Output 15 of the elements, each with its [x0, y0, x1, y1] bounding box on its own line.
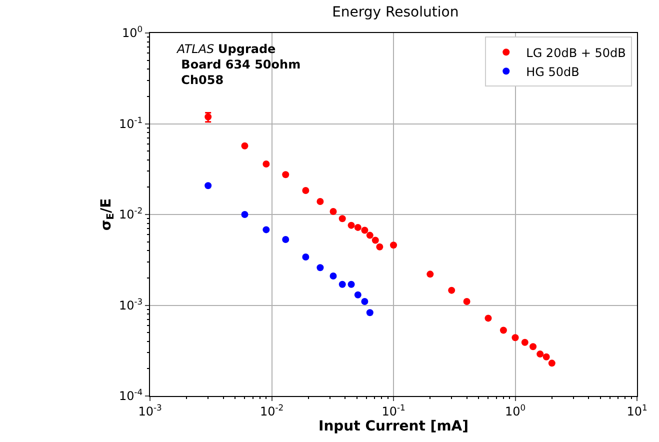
y-tick-label: 10$^{-1}$	[118, 114, 143, 131]
x-tick-label: 10$^{1}$	[626, 402, 648, 418]
annotation: ATLAS Upgrade Board 634 50ohm Ch058	[176, 42, 301, 88]
chart-title: Energy Resolution	[332, 4, 459, 20]
x-tick-label: 10$^{-1}$	[382, 402, 406, 418]
y-tick-label: 10$^{-2}$	[118, 206, 143, 222]
legend-label: LG 20dB + 50dB	[526, 46, 626, 60]
x-tick-label: 10$^{-3}$	[138, 402, 162, 418]
x-tick-label: 10$^{0}$	[504, 402, 526, 418]
x-axis-title: Input Current [mA]	[318, 418, 469, 434]
y-tick-label: 10$^{0}$	[122, 24, 143, 40]
y-tick-label: 10$^{-4}$	[118, 387, 143, 404]
legend-label: HG 50dB	[526, 64, 580, 79]
y-tick-label: 10$^{-3}$	[118, 296, 143, 312]
x-tick-label: 10$^{-2}$	[260, 402, 284, 418]
